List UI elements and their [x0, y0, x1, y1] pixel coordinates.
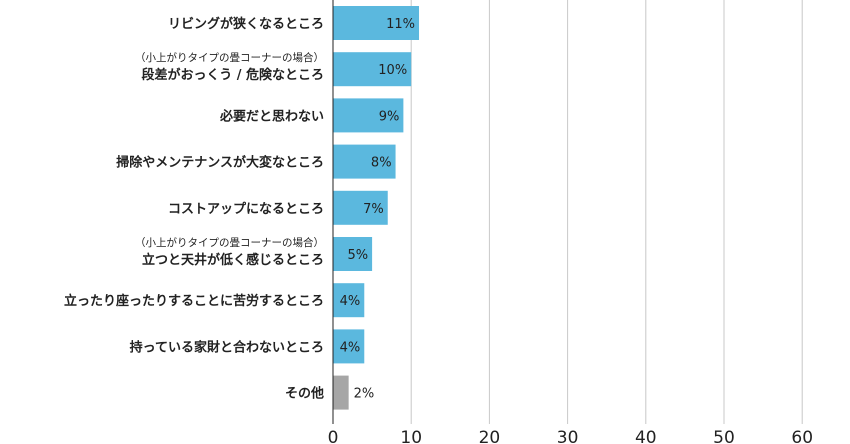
- category-label: 持っている家財と合わないところ: [130, 339, 324, 355]
- x-tick-label: 40: [635, 428, 657, 444]
- bar: [333, 375, 349, 410]
- value-label: 8%: [371, 156, 392, 171]
- bars: [333, 6, 420, 410]
- value-label: 10%: [378, 63, 407, 78]
- value-label: 7%: [363, 202, 384, 217]
- x-tick-label: 50: [713, 428, 735, 444]
- category-label: 立つと天井が低く感じるところ: [142, 252, 324, 268]
- bar: [333, 98, 404, 133]
- x-tick-label: 10: [400, 428, 422, 444]
- category-labels: リビングが狭くなるところ （小上がりタイプの畳コーナーの場合） 段差がおっくう / …: [64, 16, 324, 402]
- category-label: 段差がおっくう / 危険なところ: [141, 67, 324, 83]
- x-tick-label: 30: [557, 428, 579, 444]
- category-label: その他: [285, 386, 324, 402]
- category-label: 掃除やメンテナンスが大変なところ: [116, 155, 324, 171]
- x-tick-label: 0: [328, 428, 339, 444]
- value-label: 4%: [340, 340, 361, 355]
- value-label: 11%: [386, 17, 415, 32]
- bar: [333, 283, 365, 318]
- category-label: リビングが狭くなるところ: [168, 16, 324, 32]
- bar: [333, 329, 365, 364]
- bar: [333, 190, 388, 225]
- bar: [333, 237, 373, 271]
- category-label: コストアップになるところ: [168, 202, 324, 217]
- value-label: 5%: [347, 248, 368, 263]
- category-note: （小上がりタイプの畳コーナーの場合）: [135, 51, 324, 64]
- value-label: 4%: [340, 294, 361, 309]
- value-label: 2%: [354, 387, 375, 402]
- value-labels: 11% 10% 9% 8% 7% 5% 4% 4% 2%: [340, 17, 415, 402]
- bar: [333, 52, 412, 87]
- x-tick-label: 20: [479, 428, 501, 444]
- category-label: 必要だと思わない: [219, 108, 324, 124]
- bar: [333, 6, 420, 40]
- gridlines: [410, 0, 803, 424]
- x-axis-tick-labels: 0 10 20 30 40 50 60: [328, 428, 813, 444]
- category-note: （小上がりタイプの畳コーナーの場合）: [135, 236, 324, 249]
- category-label: 立ったり座ったりすることに苦労するところ: [64, 293, 324, 309]
- x-tick-label: 60: [791, 428, 813, 444]
- bar: [333, 144, 396, 179]
- value-label: 9%: [379, 109, 400, 124]
